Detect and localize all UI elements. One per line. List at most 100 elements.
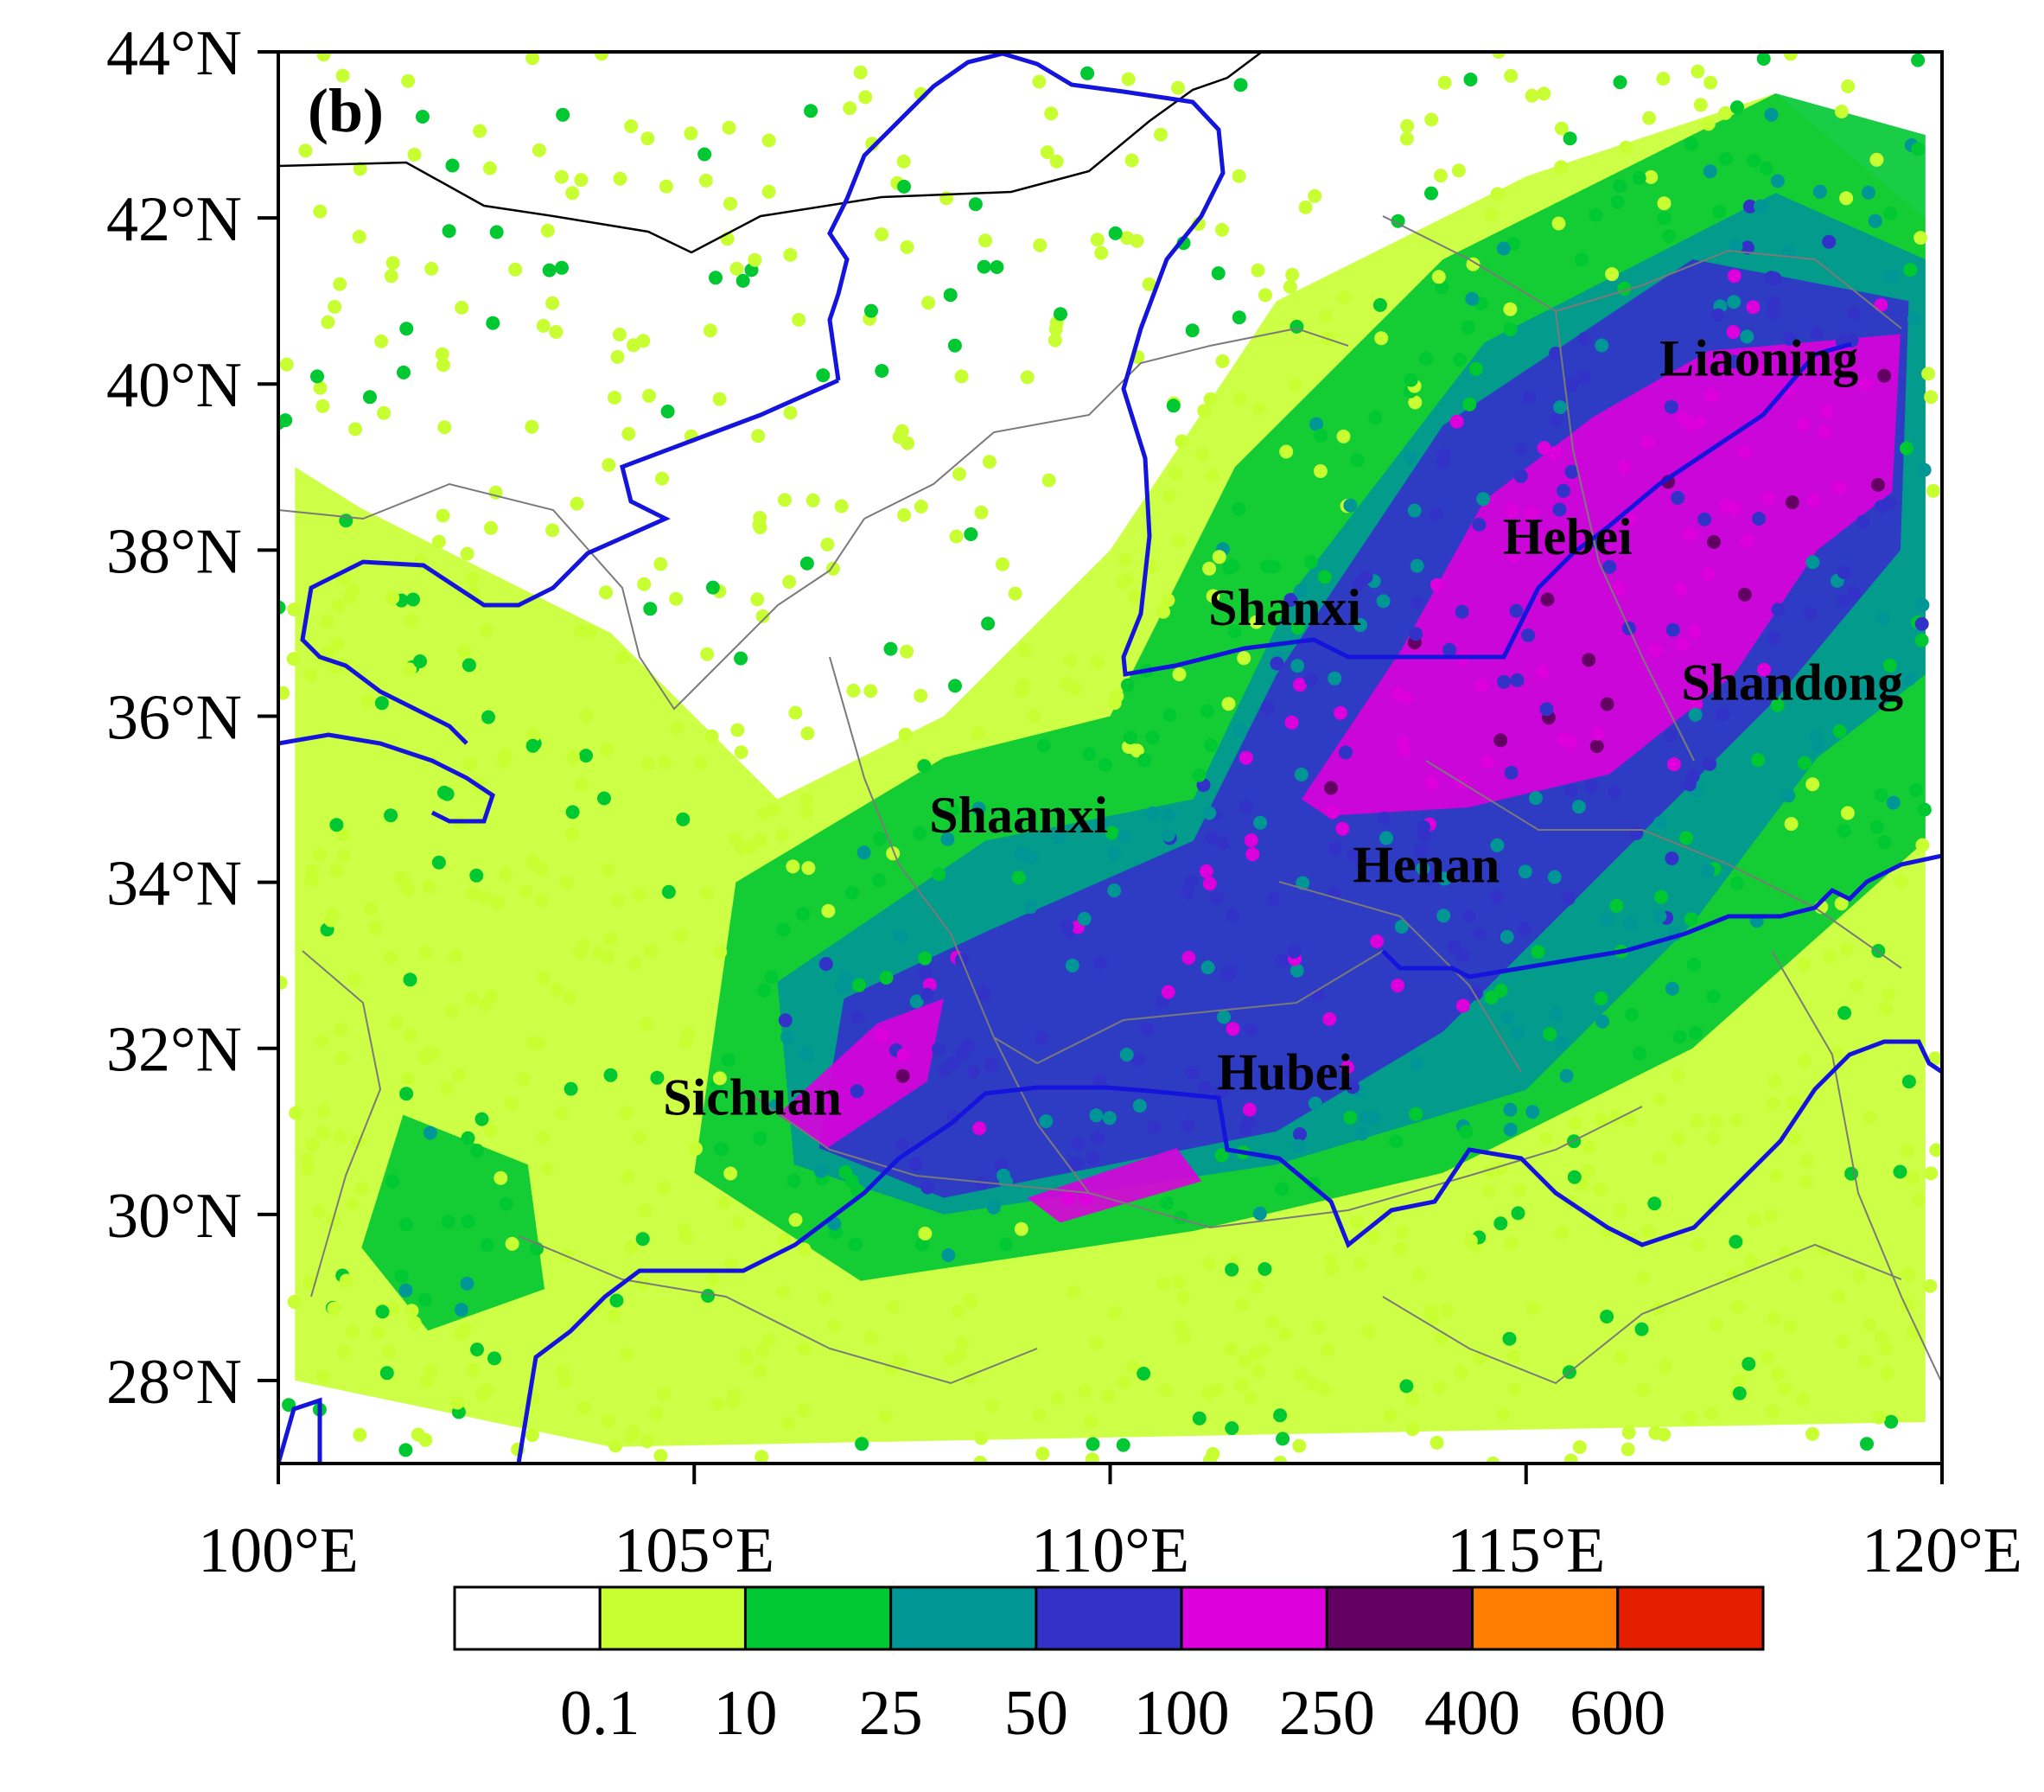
station-dot bbox=[1118, 552, 1133, 567]
station-dot bbox=[1326, 886, 1340, 901]
station-dot bbox=[540, 223, 555, 238]
station-dot bbox=[462, 658, 476, 673]
station-dot bbox=[1335, 821, 1350, 836]
station-dot bbox=[1836, 1334, 1850, 1349]
station-dot bbox=[1258, 288, 1272, 303]
station-dot bbox=[1130, 1052, 1145, 1067]
station-dot bbox=[735, 841, 748, 856]
station-dot bbox=[1328, 671, 1342, 686]
station-dot bbox=[1552, 502, 1567, 517]
station-dot bbox=[1192, 768, 1207, 782]
station-dot bbox=[750, 592, 765, 607]
station-dot bbox=[1500, 1011, 1515, 1025]
station-dot bbox=[449, 948, 463, 963]
station-dot bbox=[1781, 788, 1796, 803]
station-dot bbox=[608, 1438, 623, 1453]
station-dot bbox=[1463, 73, 1478, 86]
station-dot bbox=[398, 1283, 413, 1298]
station-dot bbox=[1442, 642, 1457, 657]
station-dot bbox=[998, 1237, 1013, 1252]
station-dot bbox=[1171, 80, 1185, 95]
station-dot bbox=[878, 1409, 893, 1424]
station-dot bbox=[722, 120, 736, 135]
y-tick-label: 28°N bbox=[106, 1347, 242, 1418]
station-dot bbox=[1285, 267, 1300, 282]
station-dot bbox=[717, 1196, 732, 1210]
station-dot bbox=[1623, 512, 1638, 526]
station-dot bbox=[659, 179, 673, 194]
station-dot bbox=[1394, 920, 1409, 934]
station-dot bbox=[1065, 959, 1079, 973]
station-dot bbox=[286, 652, 301, 666]
station-dot bbox=[368, 921, 383, 934]
station-dot bbox=[474, 1112, 489, 1126]
station-dot bbox=[1496, 1407, 1511, 1422]
station-dot bbox=[1648, 1425, 1663, 1440]
station-dot bbox=[1510, 673, 1525, 687]
station-dot bbox=[1703, 388, 1718, 403]
station-dot bbox=[1701, 117, 1716, 131]
station-dot bbox=[838, 1165, 853, 1180]
station-dot bbox=[1125, 1360, 1140, 1374]
station-dot bbox=[731, 1215, 746, 1230]
station-dot bbox=[640, 1434, 654, 1449]
station-dot bbox=[701, 1289, 716, 1303]
station-dot bbox=[1486, 1456, 1500, 1464]
station-dot bbox=[1737, 587, 1752, 602]
station-dot bbox=[1035, 1030, 1049, 1045]
station-dot bbox=[1256, 1342, 1270, 1357]
station-dot bbox=[919, 966, 933, 980]
station-dot bbox=[1614, 1202, 1628, 1217]
station-dot bbox=[554, 169, 569, 184]
station-dot bbox=[788, 705, 803, 720]
station-dot bbox=[984, 1399, 999, 1413]
station-dot bbox=[1608, 786, 1622, 800]
station-dot bbox=[475, 1387, 490, 1402]
station-dot bbox=[1746, 300, 1761, 315]
station-dot bbox=[406, 592, 420, 607]
station-dot bbox=[1476, 492, 1491, 507]
station-dot bbox=[473, 124, 487, 138]
station-dot bbox=[440, 787, 455, 801]
station-dot bbox=[1879, 1342, 1894, 1356]
station-dot bbox=[1436, 909, 1451, 923]
station-dot bbox=[893, 1354, 907, 1368]
station-dot bbox=[1232, 392, 1247, 406]
station-dot bbox=[799, 805, 814, 819]
station-dot bbox=[465, 992, 479, 1006]
station-dot bbox=[1688, 624, 1703, 639]
station-dot bbox=[607, 1308, 621, 1323]
station-dot bbox=[470, 1144, 485, 1158]
colorbar-label: 250 bbox=[1279, 1678, 1375, 1749]
station-dot bbox=[1568, 1116, 1582, 1131]
station-dot bbox=[776, 922, 791, 937]
station-dot bbox=[564, 1081, 578, 1096]
station-dot bbox=[872, 873, 887, 888]
station-dot bbox=[1260, 700, 1275, 715]
station-dot bbox=[612, 328, 627, 341]
station-dot bbox=[1063, 654, 1078, 668]
station-dot bbox=[1811, 738, 1825, 753]
station-dot bbox=[1621, 1442, 1635, 1457]
station-dot bbox=[1834, 105, 1849, 118]
station-dot bbox=[1634, 1322, 1649, 1336]
station-dot bbox=[1869, 819, 1884, 834]
station-dot bbox=[1089, 1336, 1104, 1350]
station-dot bbox=[436, 358, 450, 373]
station-dot bbox=[661, 884, 676, 899]
colorbar-label: 600 bbox=[1570, 1678, 1665, 1749]
station-dot bbox=[846, 683, 861, 698]
station-dot bbox=[729, 261, 744, 276]
station-dot bbox=[381, 1344, 396, 1359]
station-dot bbox=[603, 932, 618, 947]
station-dot bbox=[1901, 1075, 1916, 1089]
station-dot bbox=[982, 455, 997, 469]
station-dot bbox=[377, 405, 392, 420]
station-dot bbox=[1614, 1350, 1628, 1365]
station-dot bbox=[1688, 707, 1703, 722]
station-dot bbox=[562, 990, 576, 1004]
station-dot bbox=[331, 598, 346, 613]
station-dot bbox=[1044, 106, 1059, 121]
station-dot bbox=[1778, 1246, 1792, 1260]
station-dot bbox=[570, 496, 584, 511]
